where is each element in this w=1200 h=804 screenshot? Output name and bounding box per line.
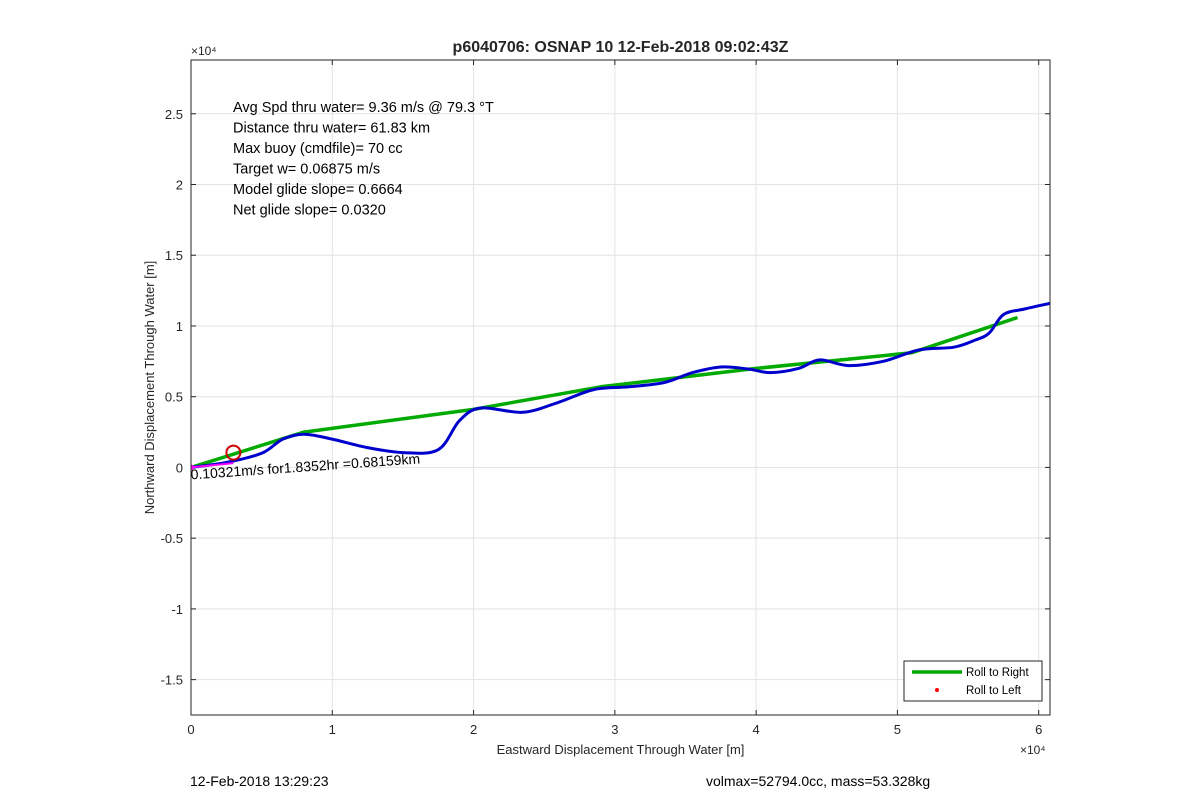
x-axis-label: Eastward Displacement Through Water [m] (497, 742, 745, 757)
annotation-line: Distance thru water= 61.83 km (233, 121, 430, 137)
legend-label: Roll to Left (966, 685, 1022, 697)
origin-marker (191, 464, 194, 471)
y-tick-label: 1 (176, 319, 183, 334)
series-track-line (191, 301, 1050, 469)
y-tick-label: 2.5 (165, 107, 183, 122)
x-tick-label: 0 (187, 722, 194, 737)
y-tick-label: 2 (176, 177, 183, 192)
chart-title: p6040706: OSNAP 10 12-Feb-2018 09:02:43Z (453, 39, 789, 56)
y-tick-label: 0 (176, 460, 183, 475)
annotation-line: Model glide slope= 0.6664 (233, 182, 403, 198)
x-tick-label: 4 (753, 722, 760, 737)
legend-box (903, 660, 1043, 702)
x-exponent-label: ×10⁴ (1020, 743, 1046, 757)
axes-box (190, 59, 1051, 716)
y-tick-label: 1.5 (165, 248, 183, 263)
tick-labels: 0 1 2 3 4 5 6 -1.5 -1 -0.5 0 0.5 1 1.5 2 2.5 (161, 107, 1043, 737)
y-tick-label: -0.5 (161, 531, 183, 546)
x-tick-label: 1 (329, 722, 336, 737)
series-roll-to-right-line (191, 315, 1019, 470)
plot-area (191, 301, 1050, 471)
x-tick-label: 5 (894, 722, 901, 737)
legend: Roll to Right Roll to Left (903, 660, 1043, 702)
x-tick-label: 6 (1035, 722, 1042, 737)
current-vector-line (191, 462, 234, 469)
annotation-line: Net glide slope= 0.0320 (233, 203, 386, 219)
annotation-line: Max buoy (cmdfile)= 70 cc (233, 141, 403, 157)
annotation-line: Avg Spd thru water= 9.36 m/s @ 79.3 °T (233, 100, 494, 116)
x-tick-label: 3 (611, 722, 618, 737)
legend-dot-swatch (935, 688, 939, 692)
footer-mass-info: volmax=52794.0cc, mass=53.328kg (706, 773, 931, 789)
current-end-circle-marker (225, 444, 242, 461)
legend-label: Roll to Right (966, 667, 1029, 679)
annotation-line: Target w= 0.06875 m/s (233, 162, 380, 178)
y-tick-label: -1 (171, 602, 183, 617)
y-tick-label: -1.5 (161, 673, 183, 688)
y-tick-label: 0.5 (165, 390, 183, 405)
annotation-block: Avg Spd thru water= 9.36 m/s @ 79.3 °T Di… (233, 100, 494, 219)
y-axis-label: Northward Displacement Through Water [m] (142, 261, 157, 515)
footer-timestamp: 12-Feb-2018 13:29:23 (190, 773, 329, 789)
x-tick-label: 2 (470, 722, 477, 737)
y-exponent-label: ×10⁴ (191, 44, 217, 58)
